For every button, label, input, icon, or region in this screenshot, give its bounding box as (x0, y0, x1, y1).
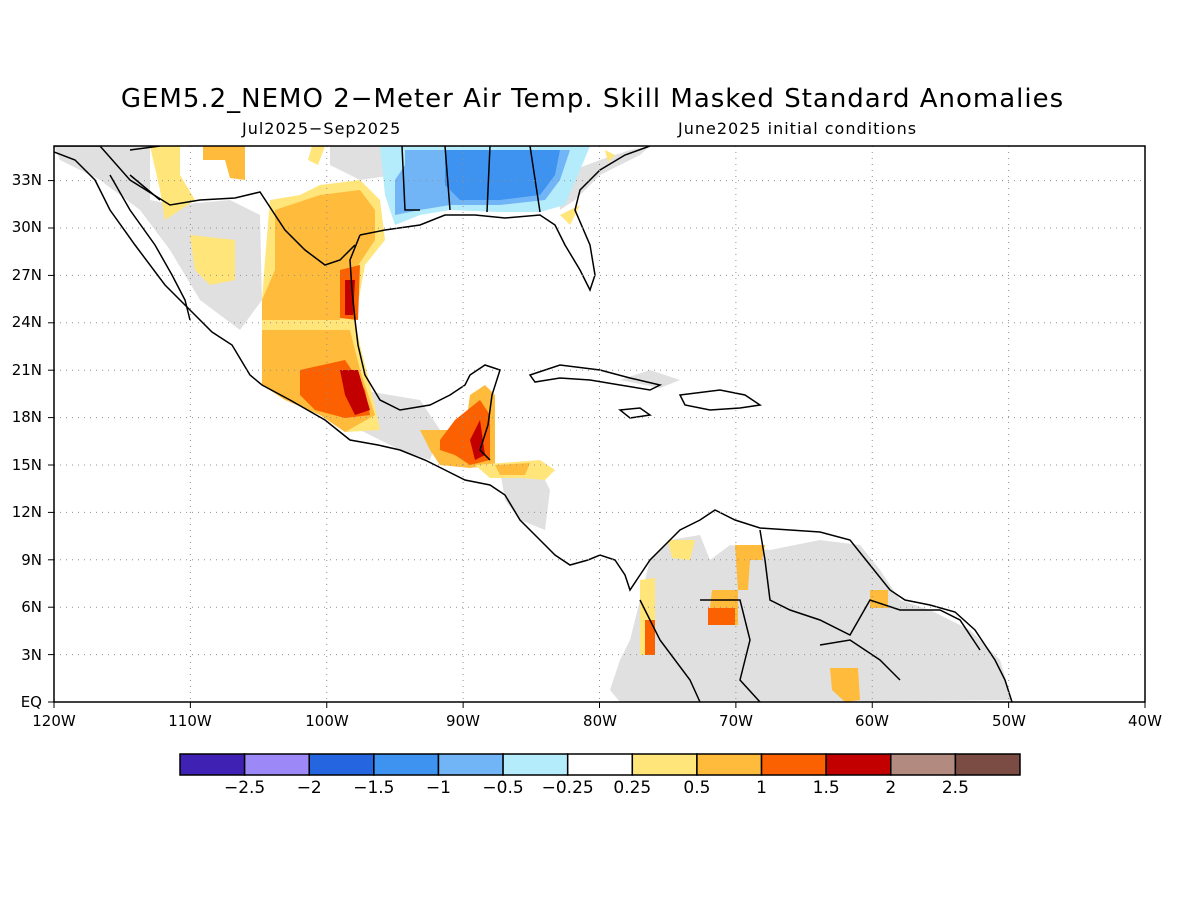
colorbar-label: −0.25 (542, 778, 594, 798)
lon-label: 80W (583, 712, 617, 730)
colorbar (179, 753, 1021, 776)
anomaly-fields (54, 146, 1013, 702)
colorbar-swatch (890, 753, 957, 776)
colorbar-swatch (502, 753, 569, 776)
lon-label: 70W (719, 712, 753, 730)
colorbar-swatch (696, 753, 763, 776)
colorbar-label: 2 (885, 778, 896, 798)
colorbar-label: 1.5 (813, 778, 840, 798)
colorbar-swatch (308, 753, 375, 776)
lon-label: 50W (992, 712, 1026, 730)
lat-label: 18N (12, 408, 42, 426)
lat-label: 24N (12, 313, 42, 331)
map-title: GEM5.2_NEMO 2−Meter Air Temp. Skill Mask… (120, 84, 1065, 114)
lat-label: 27N (12, 266, 42, 284)
colorbar-labels: −2.5 −2 −1.5 −1 −0.5 −0.25 0.25 0.5 1 1.5 2 2.5 (224, 778, 969, 798)
lon-label: 90W (446, 712, 480, 730)
colorbar-swatch (954, 753, 1021, 776)
lat-label: 3N (21, 646, 42, 664)
colorbar-swatch (373, 753, 440, 776)
coastlines (54, 146, 1013, 702)
colorbar-swatch (760, 753, 827, 776)
lat-label: 30N (12, 218, 42, 236)
colorbar-label: −2 (297, 778, 322, 798)
lat-label: 9N (21, 551, 42, 569)
lat-label: 12N (12, 503, 42, 521)
colorbar-swatch (566, 753, 634, 776)
masked-regions (54, 146, 1012, 702)
colorbar-label: −1 (426, 778, 451, 798)
lat-label: 6N (21, 598, 42, 616)
colorbar-swatch (179, 753, 246, 776)
lon-label: 60W (855, 712, 889, 730)
lon-label: 100W (305, 712, 349, 730)
colorbar-swatch (825, 753, 892, 776)
colorbar-label: −1.5 (353, 778, 394, 798)
lon-label: 110W (168, 712, 212, 730)
lat-label: 15N (12, 456, 42, 474)
colorbar-swatch (631, 753, 698, 776)
colorbar-label: 0.25 (613, 778, 651, 798)
colorbar-label: −0.5 (482, 778, 523, 798)
lat-label: 33N (12, 171, 42, 189)
negative-anomalies (380, 146, 590, 225)
colorbar-swatch (243, 753, 310, 776)
lat-label: EQ (21, 693, 42, 711)
period-label: Jul2025−Sep2025 (242, 119, 402, 138)
colorbar-label: 1 (756, 778, 767, 798)
positive-anomalies (150, 146, 888, 702)
colorbar-label: 0.5 (683, 778, 710, 798)
colorbar-label: 2.5 (942, 778, 969, 798)
lon-label: 40W (1128, 712, 1162, 730)
lon-label: 120W (32, 712, 76, 730)
colorbar-swatch (437, 753, 504, 776)
lat-label: 21N (12, 361, 42, 379)
colorbar-label: −2.5 (224, 778, 265, 798)
axis-ticks (48, 180, 1146, 708)
initial-conditions-label: June2025 initial conditions (678, 119, 918, 138)
